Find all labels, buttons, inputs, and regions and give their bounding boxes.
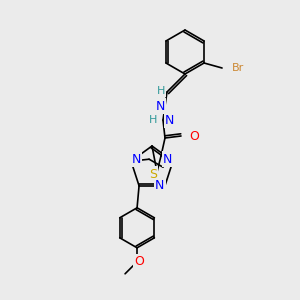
Text: S: S (149, 167, 157, 181)
Text: N: N (155, 179, 165, 192)
Text: H: H (148, 115, 157, 125)
Text: O: O (189, 130, 199, 142)
Text: O: O (134, 255, 144, 268)
Text: N: N (131, 153, 141, 166)
Text: Br: Br (232, 63, 244, 73)
Text: N: N (163, 153, 172, 166)
Text: H: H (157, 86, 165, 96)
Text: N: N (155, 100, 165, 112)
Text: N: N (165, 113, 174, 127)
